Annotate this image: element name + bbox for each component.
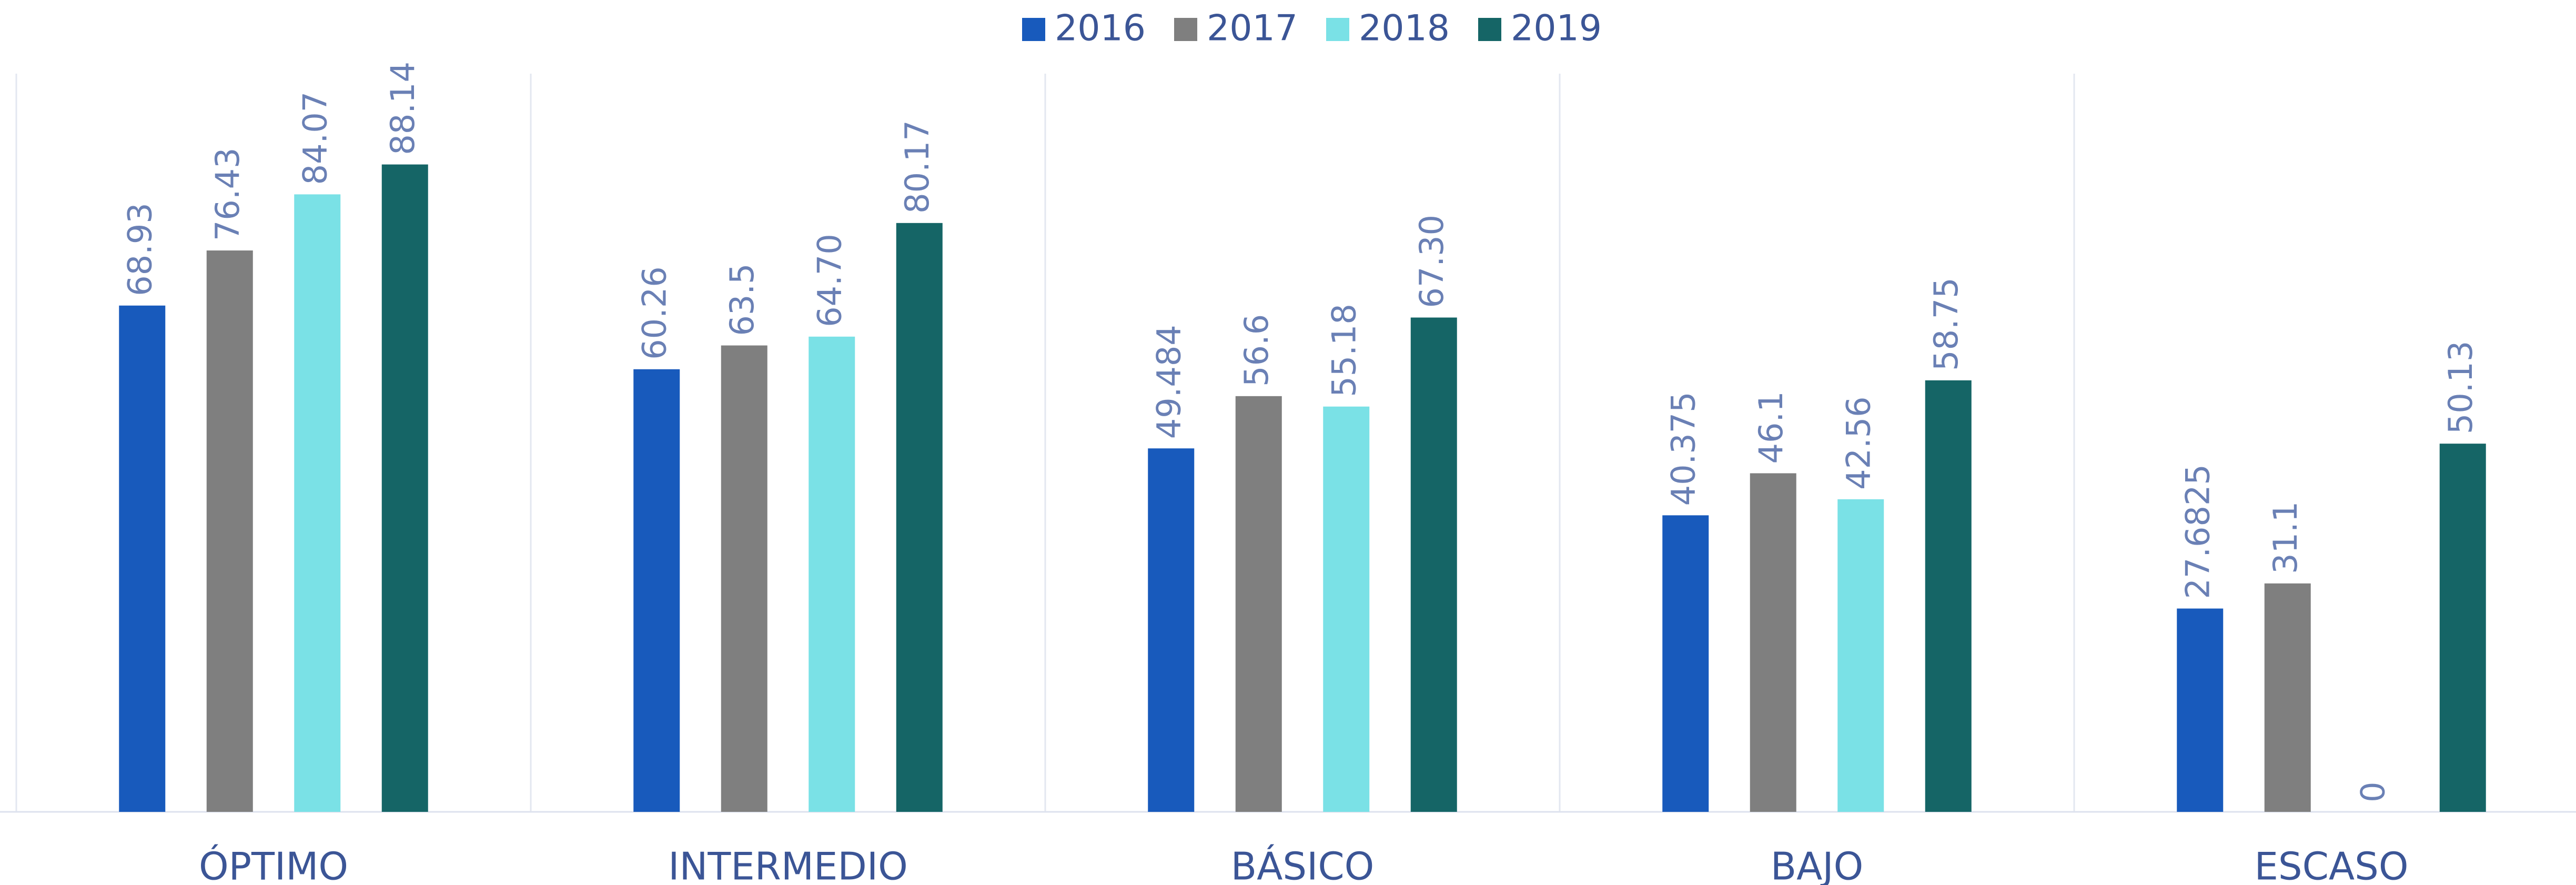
bar (2440, 444, 2486, 812)
chart: 2016 2017 2018 2019 ÓPTIMO 68.93 76.43 84.07 88.… (0, 0, 2576, 885)
value-label: 49.484 (1149, 325, 1188, 439)
value-label: 76.43 (208, 148, 247, 242)
value-label: 46.1 (1752, 391, 1790, 464)
bar (809, 337, 855, 812)
value-label: 67.30 (1412, 215, 1451, 308)
value-label: 27.6825 (2178, 464, 2217, 599)
x-tick-label: INTERMEDIO (668, 844, 908, 885)
bar (207, 250, 253, 812)
bar (2177, 609, 2223, 812)
value-label: 50.13 (2441, 341, 2480, 435)
x-tick-label: ESCASO (2254, 844, 2408, 885)
value-label: 63.5 (723, 263, 761, 336)
bar (633, 369, 680, 812)
x-tick-label: BÁSICO (1231, 844, 1375, 885)
bar (896, 223, 943, 812)
value-label: 40.375 (1664, 391, 1702, 506)
value-label: 88.14 (383, 62, 422, 155)
bar (1148, 448, 1194, 812)
value-label: 55.18 (1325, 304, 1363, 397)
bar (294, 194, 340, 812)
legend-swatch (1326, 18, 1349, 41)
bar (1411, 317, 1457, 812)
bar (1750, 473, 1796, 812)
bar (1662, 515, 1709, 812)
bar (1925, 380, 1972, 812)
bar (1323, 407, 1369, 812)
value-label: 31.1 (2266, 501, 2305, 574)
page: {"chart_data": {"type": "bar", "categori… (0, 0, 2576, 885)
value-label: 56.6 (1237, 314, 1276, 387)
value-label: 0 (2353, 782, 2392, 802)
legend-swatch (1478, 18, 1501, 41)
value-label: 84.07 (296, 92, 334, 185)
legend-label: 2018 (1359, 8, 1450, 49)
value-label: 42.56 (1839, 396, 1877, 490)
legend-label: 2019 (1511, 8, 1602, 49)
value-label: 60.26 (635, 266, 673, 360)
bar (382, 165, 428, 812)
bar (1837, 499, 1884, 812)
value-label: 58.75 (1927, 277, 1965, 371)
bar (721, 346, 767, 812)
x-tick-label: BAJO (1771, 844, 1864, 885)
x-tick-label: ÓPTIMO (199, 844, 348, 885)
value-label: 64.70 (810, 234, 848, 327)
legend-label: 2017 (1207, 8, 1298, 49)
bar (2265, 584, 2311, 812)
legend-swatch (1174, 18, 1197, 41)
value-label: 80.17 (898, 120, 936, 214)
bar (1236, 396, 1282, 812)
bar (119, 306, 165, 812)
legend-swatch (1022, 18, 1045, 41)
value-label: 68.93 (120, 203, 159, 296)
legend-label: 2016 (1055, 8, 1146, 49)
